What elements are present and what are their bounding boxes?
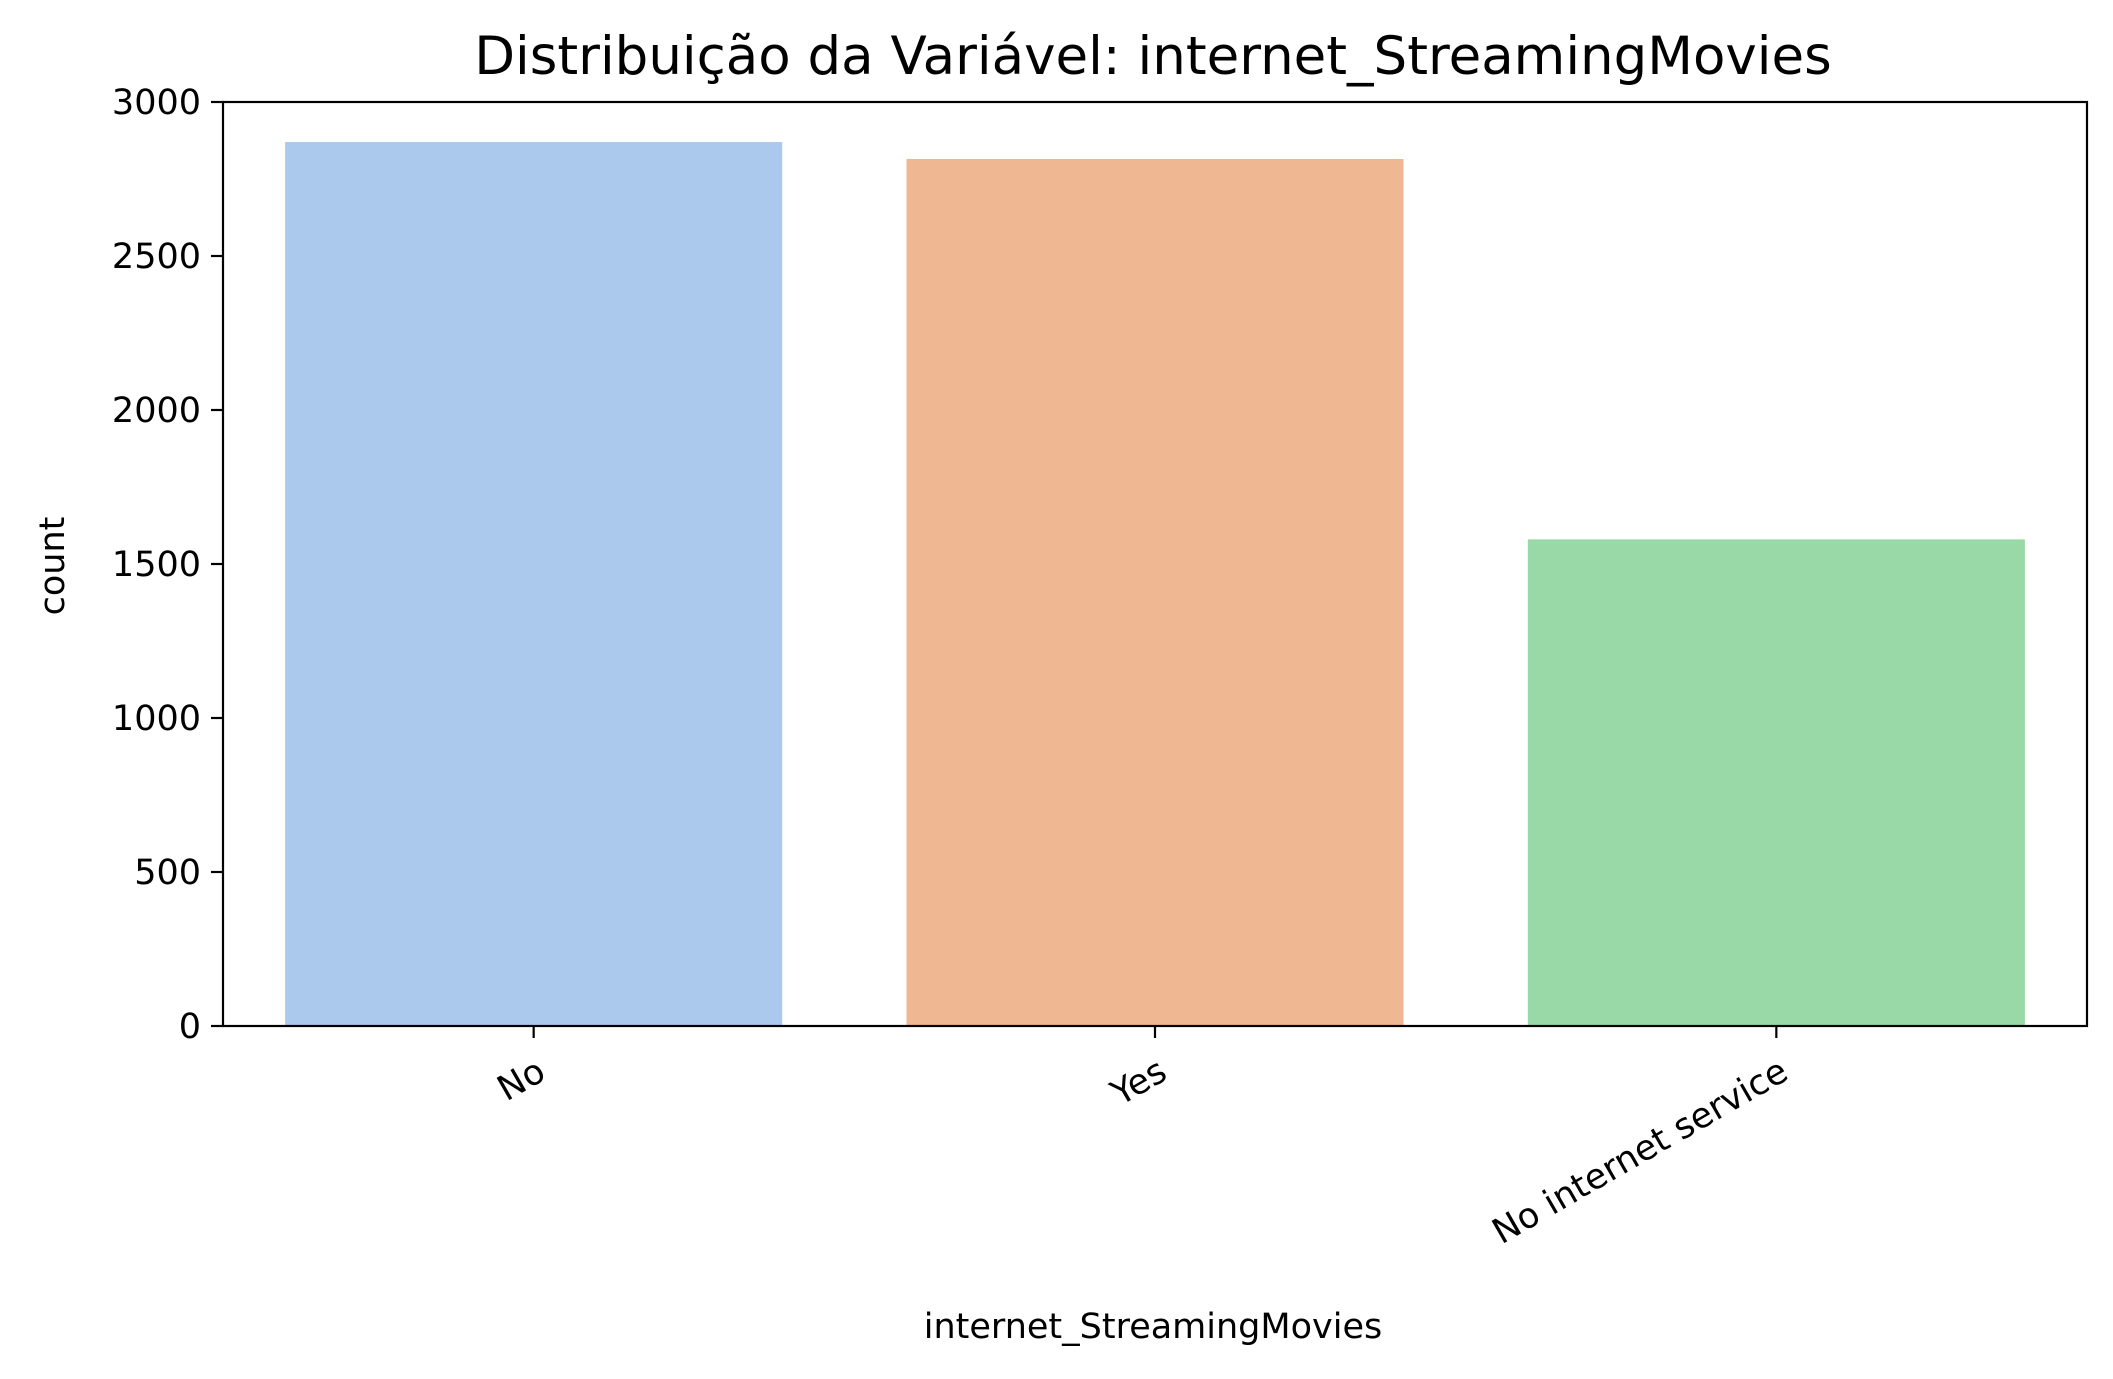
bar-yes: [906, 158, 1404, 1027]
y-tick-label: 3000: [112, 83, 201, 123]
bars-layer: [285, 142, 2025, 1027]
x-axis-ticks: No Yes No internet service: [491, 1026, 1795, 1253]
x-tick-label: No: [491, 1051, 552, 1109]
x-axis-label: internet_StreamingMovies: [924, 1307, 1382, 1347]
x-tick-label: Yes: [1104, 1051, 1174, 1114]
y-tick-label: 2000: [112, 391, 201, 431]
chart-title: Distribuição da Variável: internet_Strea…: [474, 26, 1832, 87]
axes-frame: [221, 100, 2089, 1028]
y-axis-label: count: [33, 517, 73, 616]
y-tick-label: 1500: [112, 545, 201, 585]
y-tick-label: 0: [179, 1007, 201, 1047]
x-tick-label: No internet service: [1486, 1051, 1795, 1252]
y-axis-ticks: 0 500 1000 1500 2000 2500 3000: [112, 83, 223, 1047]
bar-no-internet-service: [1527, 539, 2025, 1026]
bar-no: [285, 142, 783, 1027]
y-tick-label: 500: [134, 853, 201, 893]
y-tick-label: 1000: [112, 699, 201, 739]
y-tick-label: 2500: [112, 237, 201, 277]
